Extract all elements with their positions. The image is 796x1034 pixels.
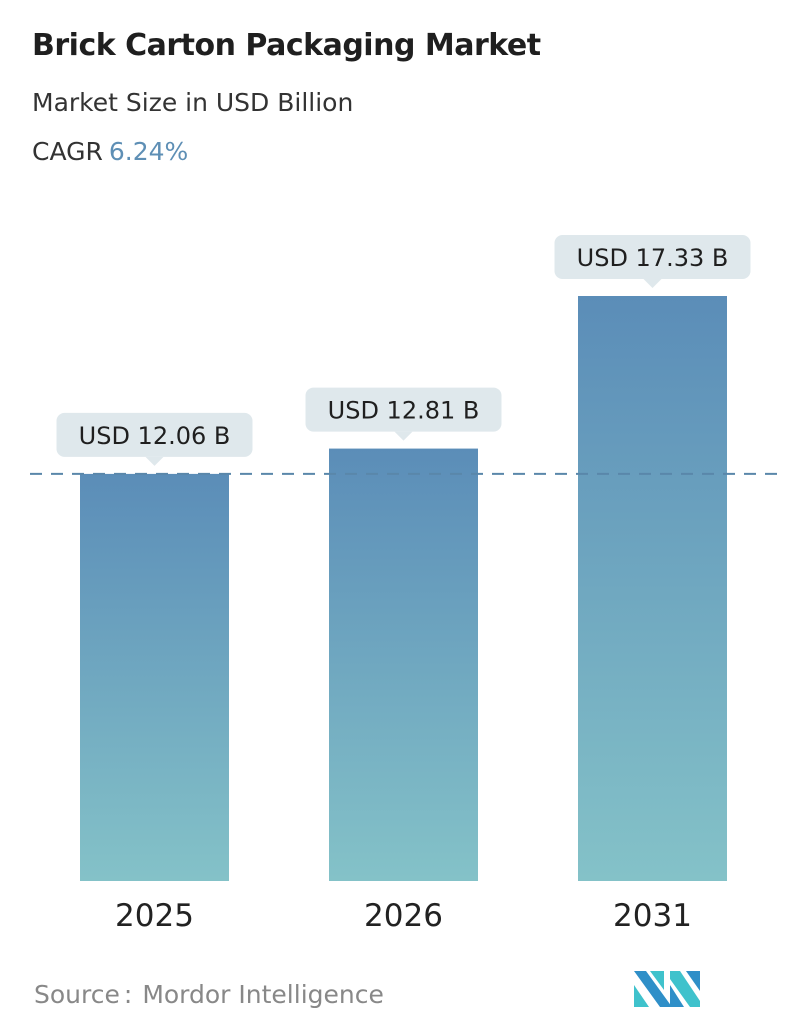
data-label-box bbox=[554, 235, 751, 279]
data-label-pointer bbox=[145, 456, 164, 466]
source-value: Mordor Intelligence bbox=[142, 980, 384, 1009]
data-label-text: USD 12.06 B bbox=[79, 422, 231, 450]
x-tick-label-2025: 2025 bbox=[115, 898, 194, 934]
data-label-text: USD 12.81 B bbox=[328, 397, 480, 425]
source-label: Source bbox=[34, 980, 120, 1009]
source: Source: Mordor Intelligence bbox=[34, 980, 384, 1009]
data-label-box bbox=[305, 387, 502, 432]
cagr-value: 6.24% bbox=[108, 137, 189, 166]
x-tick-label-2026: 2026 bbox=[364, 898, 443, 934]
chart-subtitle: Market Size in USD Billion bbox=[32, 88, 354, 117]
data-label-pointer bbox=[643, 279, 662, 288]
data-label-2025: USD 12.06 B bbox=[56, 412, 253, 466]
source-separator: : bbox=[123, 980, 133, 1009]
bar-chart: USD 12.06 B 2025 USD 12.81 B 2026 USD 17.33 … bbox=[30, 235, 782, 934]
data-label-2031: USD 17.33 B bbox=[554, 235, 751, 288]
bar-2031 bbox=[578, 296, 727, 881]
cagr: CAGR 6.24% bbox=[32, 137, 188, 166]
data-label-box bbox=[56, 412, 253, 457]
bar-2026 bbox=[329, 448, 478, 881]
bar-2025 bbox=[80, 473, 229, 881]
chart-title: Brick Carton Packaging Market bbox=[32, 28, 541, 63]
data-label-2026: USD 12.81 B bbox=[305, 387, 502, 441]
data-label-text: USD 17.33 B bbox=[577, 244, 729, 272]
cagr-label: CAGR bbox=[32, 137, 103, 166]
data-label-pointer bbox=[394, 431, 413, 441]
x-tick-label-2031: 2031 bbox=[613, 898, 692, 934]
mordor-intelligence-logo bbox=[634, 971, 700, 1007]
